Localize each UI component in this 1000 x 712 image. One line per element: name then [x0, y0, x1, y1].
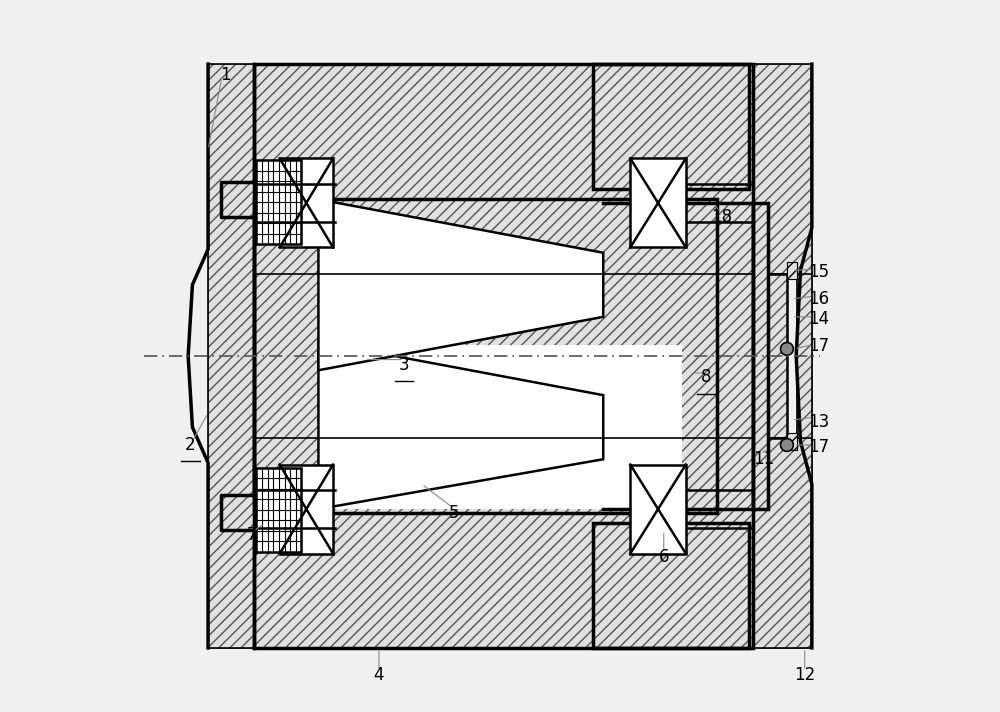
Text: 17: 17	[808, 438, 829, 456]
Circle shape	[781, 439, 793, 451]
Text: 12: 12	[794, 666, 815, 684]
Text: 18: 18	[712, 208, 733, 226]
Bar	[280, 465, 333, 554]
Bar	[768, 274, 787, 438]
Polygon shape	[221, 182, 254, 217]
Bar	[318, 345, 682, 509]
Polygon shape	[753, 64, 812, 648]
Text: 15: 15	[808, 263, 829, 281]
Polygon shape	[221, 495, 254, 530]
Bar	[630, 159, 686, 248]
Bar	[753, 203, 768, 509]
Text: 8: 8	[701, 368, 712, 387]
Bar	[593, 523, 749, 648]
Bar	[630, 465, 686, 554]
Circle shape	[781, 342, 793, 355]
Bar	[208, 64, 254, 648]
Text: 13: 13	[808, 412, 829, 431]
Text: 5: 5	[448, 503, 459, 522]
Bar	[593, 64, 749, 189]
Bar	[593, 64, 749, 189]
Text: 1: 1	[221, 66, 231, 84]
Bar	[787, 262, 797, 279]
Bar	[254, 64, 753, 648]
Bar	[753, 203, 768, 509]
Text: 7: 7	[247, 526, 257, 545]
Text: 2: 2	[185, 436, 196, 454]
Text: 6: 6	[659, 548, 669, 566]
Polygon shape	[208, 64, 254, 648]
Bar	[256, 160, 301, 244]
Bar	[787, 433, 797, 450]
Bar	[256, 468, 301, 552]
Text: 17: 17	[808, 337, 829, 355]
Bar	[593, 523, 749, 648]
Polygon shape	[318, 199, 603, 370]
Text: 3: 3	[399, 355, 409, 374]
Text: 14: 14	[808, 310, 829, 328]
Polygon shape	[318, 342, 603, 509]
Text: 4: 4	[374, 666, 384, 684]
Text: 16: 16	[808, 290, 829, 308]
Bar	[254, 64, 753, 648]
Bar	[280, 159, 333, 248]
Bar	[254, 199, 717, 513]
Bar	[254, 199, 717, 513]
Bar	[768, 274, 787, 438]
Text: 11: 11	[754, 450, 775, 468]
